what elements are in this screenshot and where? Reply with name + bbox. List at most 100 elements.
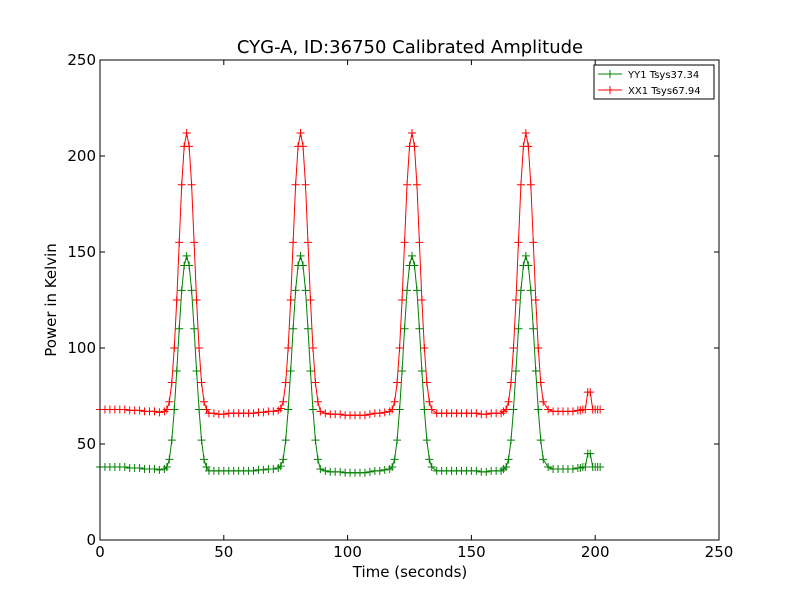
series-2-point	[308, 344, 317, 352]
series-1-point	[286, 367, 295, 376]
legend-label: YY1 Tsys37.34	[627, 70, 699, 81]
series-1-point	[412, 286, 421, 295]
series-2-point	[504, 397, 513, 406]
series-1-point	[170, 405, 179, 414]
series-1-point	[422, 436, 431, 445]
series-2-point	[286, 296, 295, 304]
series-1-point	[511, 367, 520, 376]
series-2-point	[415, 238, 424, 247]
series-2-point	[311, 378, 320, 387]
series-1-point	[177, 286, 186, 295]
series-1-point	[150, 464, 159, 473]
x-tick-label: 200	[581, 543, 610, 561]
series-1-point	[249, 466, 258, 475]
series-1-point	[306, 367, 315, 376]
series-2-point	[177, 180, 186, 189]
series-1-point	[380, 465, 389, 474]
series-2-point	[420, 344, 429, 352]
legend-box	[593, 64, 715, 100]
series-1-point	[199, 455, 208, 464]
x-tick-label: 100	[333, 543, 362, 561]
series-1-point	[299, 261, 308, 270]
series-1-point	[167, 436, 176, 445]
series-1-point	[303, 324, 312, 333]
series-1-point	[197, 436, 206, 445]
series-2-point	[544, 405, 553, 414]
series-2-point	[185, 142, 194, 151]
series-2-point	[279, 397, 288, 406]
series-1-point	[514, 324, 523, 333]
series-2-point	[135, 406, 144, 415]
series-1-point	[165, 455, 174, 464]
series-2-point	[155, 408, 164, 417]
series-1-point	[301, 286, 310, 295]
series-2-point	[365, 410, 374, 419]
series-1-point	[195, 405, 204, 414]
series-1-point	[120, 463, 129, 472]
series-1-point	[586, 449, 595, 458]
series-1-point	[400, 324, 409, 333]
x-tick-label: 150	[457, 543, 486, 561]
series-layer	[96, 128, 605, 477]
series-1-point	[536, 436, 545, 445]
series-1-point	[415, 324, 424, 333]
series-1-point	[427, 463, 436, 472]
series-2-point	[195, 344, 204, 352]
series-1-point	[581, 463, 590, 472]
series-2-line	[100, 132, 601, 416]
series-2-point	[534, 344, 543, 352]
series-2-point	[162, 405, 171, 414]
series-2-point	[509, 344, 518, 352]
series-2-point	[284, 344, 293, 352]
series-1-point	[417, 367, 426, 376]
series-1-point	[420, 405, 429, 414]
x-tick-label: 50	[214, 543, 233, 561]
series-1-point	[521, 251, 530, 260]
series-2-point	[400, 238, 409, 247]
series-2-point	[291, 180, 300, 189]
series-2-point	[425, 397, 434, 406]
series-1-point	[403, 286, 412, 295]
series-1-point	[529, 324, 538, 333]
series-2-point	[531, 296, 540, 304]
series-2-point	[276, 404, 285, 413]
series-2-point	[412, 180, 421, 189]
series-1-point	[395, 405, 404, 414]
series-2-point	[321, 409, 330, 418]
series-1-point	[289, 324, 298, 333]
series-2-point	[422, 378, 431, 387]
series-2-point	[375, 409, 384, 418]
series-1-point	[482, 467, 491, 476]
plot-frame	[99, 59, 720, 541]
series-1-point	[321, 466, 330, 475]
series-2-point	[165, 397, 174, 406]
series-2-point	[182, 128, 191, 137]
series-2-point	[539, 397, 548, 406]
series-2-point	[568, 407, 577, 416]
legend-marker	[606, 86, 614, 94]
series-2-point	[360, 411, 369, 420]
series-1-point	[509, 405, 518, 414]
series-1-point	[388, 463, 397, 472]
series-2-point	[301, 180, 310, 189]
series-1-point	[187, 286, 196, 295]
series-2-point	[417, 296, 426, 304]
series-2-point	[306, 296, 315, 304]
series-2-point	[410, 142, 419, 151]
series-2-point	[289, 238, 298, 247]
series-2-point	[336, 410, 345, 419]
series-1-point	[504, 455, 513, 464]
series-1-point	[410, 261, 419, 270]
series-1-point	[296, 251, 305, 260]
series-1-point	[544, 463, 553, 472]
series-2-point	[524, 142, 533, 151]
series-1-point	[531, 367, 540, 376]
series-1-point	[172, 367, 181, 376]
series-1-point	[192, 367, 201, 376]
series-2-point	[303, 238, 312, 247]
series-1-point	[291, 286, 300, 295]
y-tick-label: 100	[67, 339, 96, 357]
legend-item-2: XX1 Tsys67.94	[598, 86, 701, 97]
y-tick-label: 0	[86, 531, 96, 549]
